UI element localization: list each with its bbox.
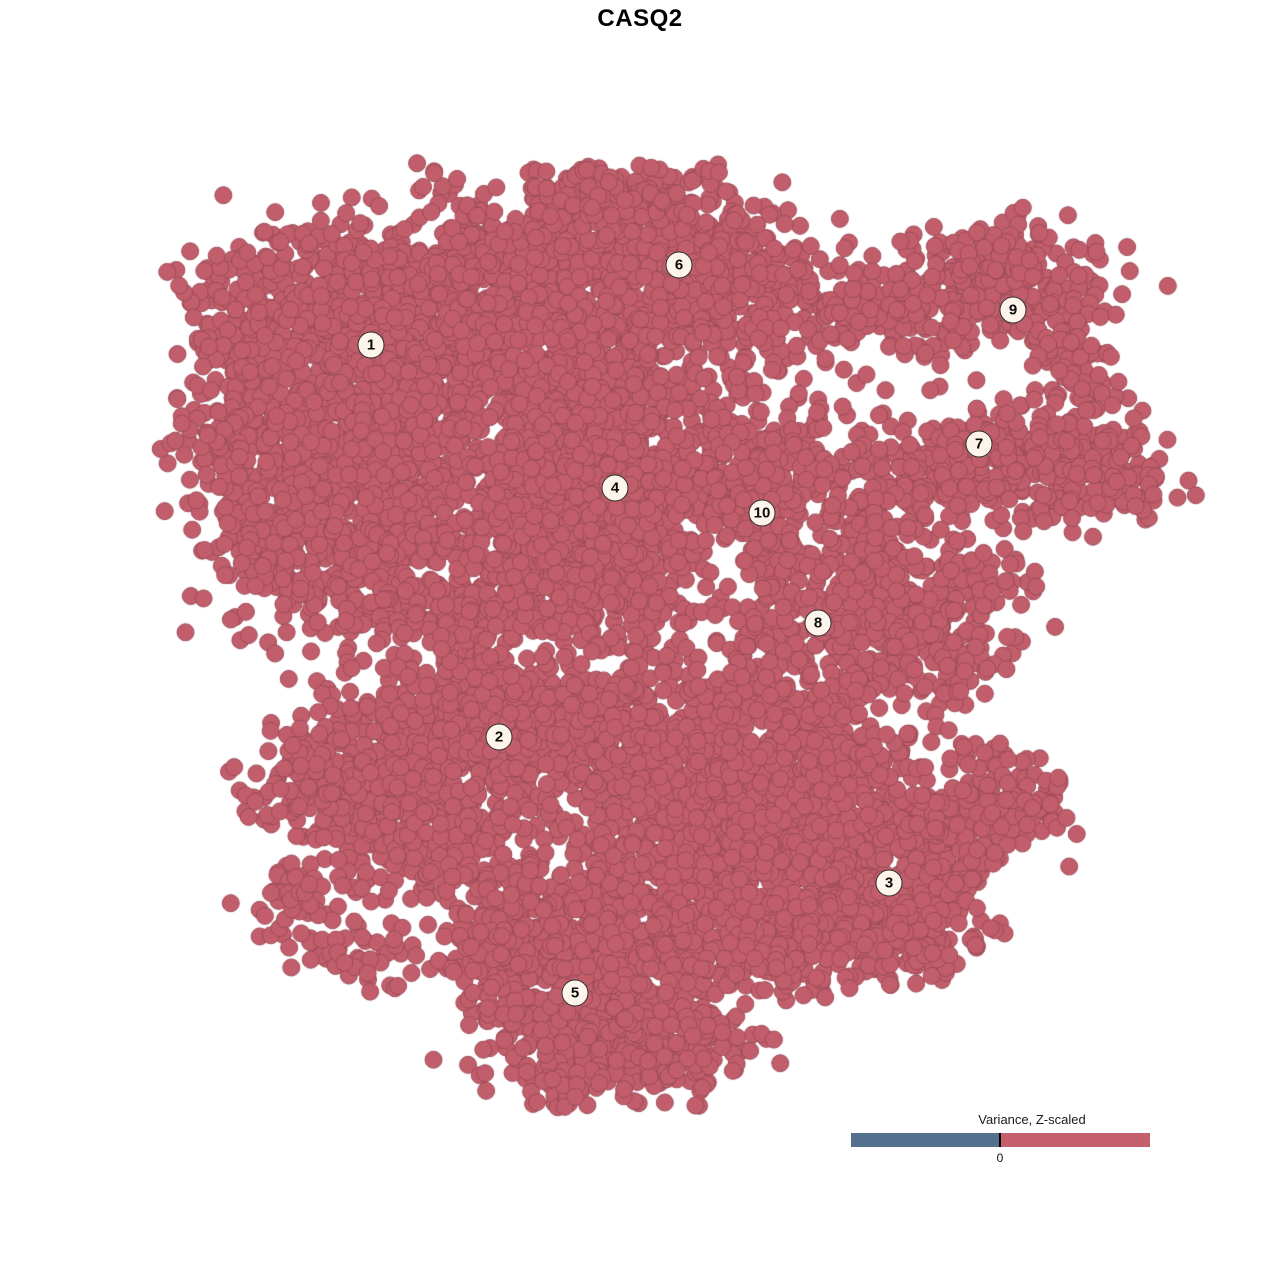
legend-tick-label: 0	[996, 1151, 1004, 1165]
legend-title: Variance, Z-scaled	[978, 1112, 1086, 1127]
cluster-label-8: 8	[804, 609, 832, 637]
cluster-label-4: 4	[601, 474, 629, 502]
cluster-label-2: 2	[485, 723, 513, 751]
cluster-label-9: 9	[999, 296, 1027, 324]
cluster-label-7: 7	[965, 430, 993, 458]
cluster-label-5: 5	[561, 979, 589, 1007]
cluster-label-3: 3	[875, 869, 903, 897]
legend-zero-tick	[999, 1133, 1001, 1147]
cluster-label-6: 6	[665, 251, 693, 279]
cluster-label-10: 10	[748, 499, 776, 527]
cluster-label-1: 1	[357, 331, 385, 359]
